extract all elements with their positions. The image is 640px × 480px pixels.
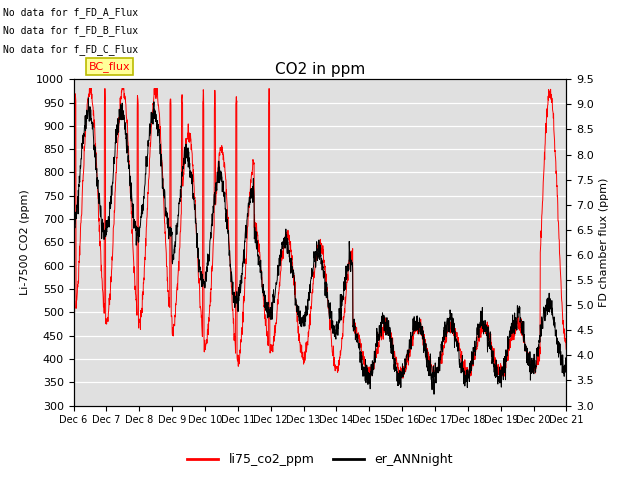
- Legend: li75_co2_ppm, er_ANNnight: li75_co2_ppm, er_ANNnight: [182, 448, 458, 471]
- Title: CO2 in ppm: CO2 in ppm: [275, 61, 365, 77]
- Text: No data for f_FD_A_Flux: No data for f_FD_A_Flux: [3, 7, 138, 18]
- Text: BC_flux: BC_flux: [88, 61, 130, 72]
- Y-axis label: Li-7500 CO2 (ppm): Li-7500 CO2 (ppm): [20, 190, 30, 295]
- Y-axis label: FD chamber flux (ppm): FD chamber flux (ppm): [600, 178, 609, 307]
- Text: No data for f_FD_B_Flux: No data for f_FD_B_Flux: [3, 25, 138, 36]
- Text: No data for f_FD_C_Flux: No data for f_FD_C_Flux: [3, 44, 138, 55]
